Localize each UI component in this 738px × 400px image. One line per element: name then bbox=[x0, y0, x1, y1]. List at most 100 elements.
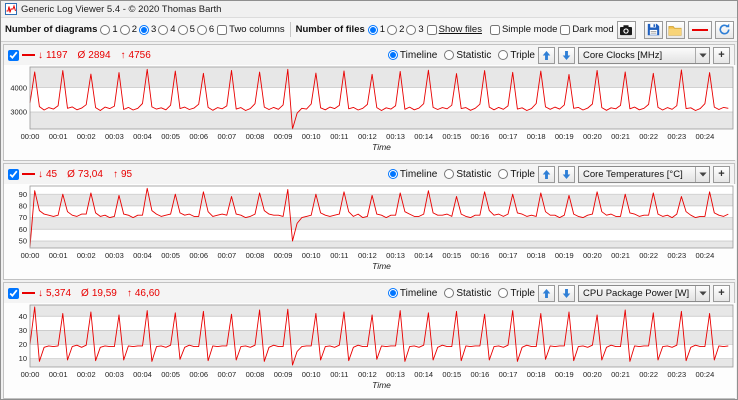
move-diagram-up-button[interactable] bbox=[538, 165, 555, 183]
svg-text:00:12: 00:12 bbox=[358, 251, 377, 260]
show-files-input[interactable] bbox=[426, 24, 437, 35]
arrow-up-icon bbox=[542, 288, 551, 298]
view-mode-label: Timeline bbox=[399, 287, 438, 299]
diagram-enabled-checkbox[interactable] bbox=[8, 168, 19, 180]
view-mode-timeline[interactable]: Timeline bbox=[387, 169, 437, 180]
svg-text:00:20: 00:20 bbox=[583, 370, 602, 379]
view-mode-radio-timeline[interactable] bbox=[387, 288, 398, 298]
svg-text:00:21: 00:21 bbox=[611, 251, 630, 260]
view-mode-radio-statistic[interactable] bbox=[444, 169, 455, 179]
diagram-enabled-checkbox[interactable] bbox=[8, 49, 19, 61]
move-diagram-down-button[interactable] bbox=[558, 165, 575, 183]
svg-text:00:04: 00:04 bbox=[133, 251, 152, 260]
diagram-count-option-label: 5 bbox=[189, 24, 195, 35]
add-metric-button[interactable]: + bbox=[713, 46, 730, 64]
diagram-count-option-2[interactable]: 2 bbox=[119, 24, 137, 35]
file-count-radio-1[interactable] bbox=[367, 24, 378, 35]
svg-text:00:16: 00:16 bbox=[471, 132, 490, 141]
diagram-count-radio-4[interactable] bbox=[158, 24, 169, 35]
diagrams-count-options: 1 2 3 4 5 6 bbox=[100, 24, 214, 35]
dropdown-arrow-icon bbox=[695, 166, 709, 182]
save-button[interactable] bbox=[643, 20, 663, 39]
move-diagram-up-button[interactable] bbox=[538, 284, 555, 302]
file-count-option-2[interactable]: 2 bbox=[387, 24, 404, 35]
diagram-count-option-6[interactable]: 6 bbox=[196, 24, 215, 35]
diagram-enabled-checkbox[interactable] bbox=[8, 287, 19, 299]
file-count-option-1[interactable]: 1 bbox=[367, 24, 385, 35]
arrow-up-icon bbox=[542, 50, 551, 60]
view-mode-radio-timeline[interactable] bbox=[387, 169, 398, 179]
view-mode-radio-triple[interactable] bbox=[498, 169, 509, 179]
simple-mode-input[interactable] bbox=[489, 24, 500, 35]
main-toolbar: Number of diagrams 1 2 3 4 5 6 Two columns Nu… bbox=[1, 18, 737, 42]
diagram-count-option-label: 6 bbox=[208, 24, 215, 35]
folder-icon bbox=[668, 25, 682, 36]
dark-mode-input[interactable] bbox=[560, 24, 571, 35]
max-value: 4756 bbox=[128, 49, 151, 61]
view-mode-statistic[interactable]: Statistic bbox=[444, 169, 491, 180]
svg-text:00:13: 00:13 bbox=[386, 251, 405, 260]
add-metric-button[interactable]: + bbox=[713, 284, 730, 302]
move-diagram-up-button[interactable] bbox=[538, 46, 555, 64]
file-count-radio-2[interactable] bbox=[387, 24, 398, 35]
view-mode-radio-statistic[interactable] bbox=[444, 50, 455, 60]
view-mode-timeline[interactable]: Timeline bbox=[387, 287, 438, 299]
export-button[interactable] bbox=[665, 20, 685, 39]
view-mode-statistic[interactable]: Statistic bbox=[444, 50, 491, 61]
metric-dropdown[interactable]: Core Clocks [MHz] bbox=[578, 46, 710, 64]
svg-text:00:01: 00:01 bbox=[49, 251, 68, 260]
diagram-count-option-5[interactable]: 5 bbox=[177, 24, 195, 35]
view-mode-label: Statistic bbox=[456, 49, 492, 61]
view-mode-radio-triple[interactable] bbox=[498, 288, 509, 298]
view-mode-radio-triple[interactable] bbox=[498, 50, 509, 60]
series-color-swatch bbox=[22, 292, 35, 294]
two-columns-checkbox[interactable]: Two columns bbox=[217, 24, 285, 35]
diagram-count-radio-6[interactable] bbox=[196, 24, 207, 35]
dropdown-arrow-icon bbox=[695, 47, 709, 63]
dark-mode-checkbox[interactable]: Dark mod bbox=[560, 24, 614, 35]
diagram-count-radio-3[interactable] bbox=[138, 24, 149, 35]
min-arrow-icon: ↓ bbox=[38, 168, 43, 180]
camera-icon bbox=[620, 24, 633, 35]
view-mode-label: Triple bbox=[510, 49, 535, 61]
file-count-radio-3[interactable] bbox=[406, 24, 417, 35]
svg-text:00:19: 00:19 bbox=[555, 132, 574, 141]
diagram-count-radio-5[interactable] bbox=[177, 24, 188, 35]
view-mode-radio-timeline[interactable] bbox=[387, 50, 398, 60]
svg-text:00:20: 00:20 bbox=[583, 251, 602, 260]
show-files-checkbox[interactable]: Show files bbox=[426, 24, 482, 35]
add-metric-button[interactable]: + bbox=[713, 165, 730, 183]
svg-text:00:00: 00:00 bbox=[21, 251, 40, 260]
move-diagram-down-button[interactable] bbox=[558, 284, 575, 302]
diagram-count-option-4[interactable]: 4 bbox=[158, 24, 176, 35]
diagram-count-radio-1[interactable] bbox=[100, 24, 111, 35]
view-mode-statistic[interactable]: Statistic bbox=[444, 288, 491, 299]
arrow-down-icon bbox=[562, 169, 571, 179]
metric-dropdown[interactable]: CPU Package Power [W] bbox=[578, 284, 710, 302]
file-count-option-label: 2 bbox=[399, 24, 405, 35]
diagram-count-option-3[interactable]: 3 bbox=[138, 24, 156, 35]
view-mode-group: Timeline Statistic Triple bbox=[387, 169, 535, 180]
svg-text:00:22: 00:22 bbox=[639, 251, 658, 260]
view-mode-group: Timeline Statistic Triple bbox=[387, 50, 535, 61]
refresh-button[interactable] bbox=[714, 20, 734, 39]
svg-text:00:10: 00:10 bbox=[302, 370, 321, 379]
line-style-button[interactable] bbox=[687, 20, 712, 39]
screenshot-button[interactable] bbox=[616, 20, 636, 39]
diagram-count-option-1[interactable]: 1 bbox=[100, 24, 118, 35]
move-diagram-down-button[interactable] bbox=[558, 46, 575, 64]
view-mode-radio-statistic[interactable] bbox=[444, 288, 455, 298]
file-count-option-3[interactable]: 3 bbox=[406, 24, 424, 35]
view-mode-timeline[interactable]: Timeline bbox=[387, 50, 437, 61]
metric-dropdown[interactable]: Core Temperatures [°C] bbox=[578, 165, 710, 183]
view-mode-triple[interactable]: Triple bbox=[498, 288, 535, 299]
two-columns-input[interactable] bbox=[217, 24, 228, 35]
view-mode-triple[interactable]: Triple bbox=[498, 169, 535, 180]
svg-text:00:03: 00:03 bbox=[105, 370, 124, 379]
svg-text:00:05: 00:05 bbox=[161, 370, 180, 379]
view-mode-triple[interactable]: Triple bbox=[498, 50, 535, 61]
diagram-count-radio-2[interactable] bbox=[119, 24, 130, 35]
svg-text:00:05: 00:05 bbox=[161, 251, 180, 260]
simple-mode-checkbox[interactable]: Simple mode bbox=[489, 24, 557, 35]
svg-text:00:06: 00:06 bbox=[189, 251, 208, 260]
